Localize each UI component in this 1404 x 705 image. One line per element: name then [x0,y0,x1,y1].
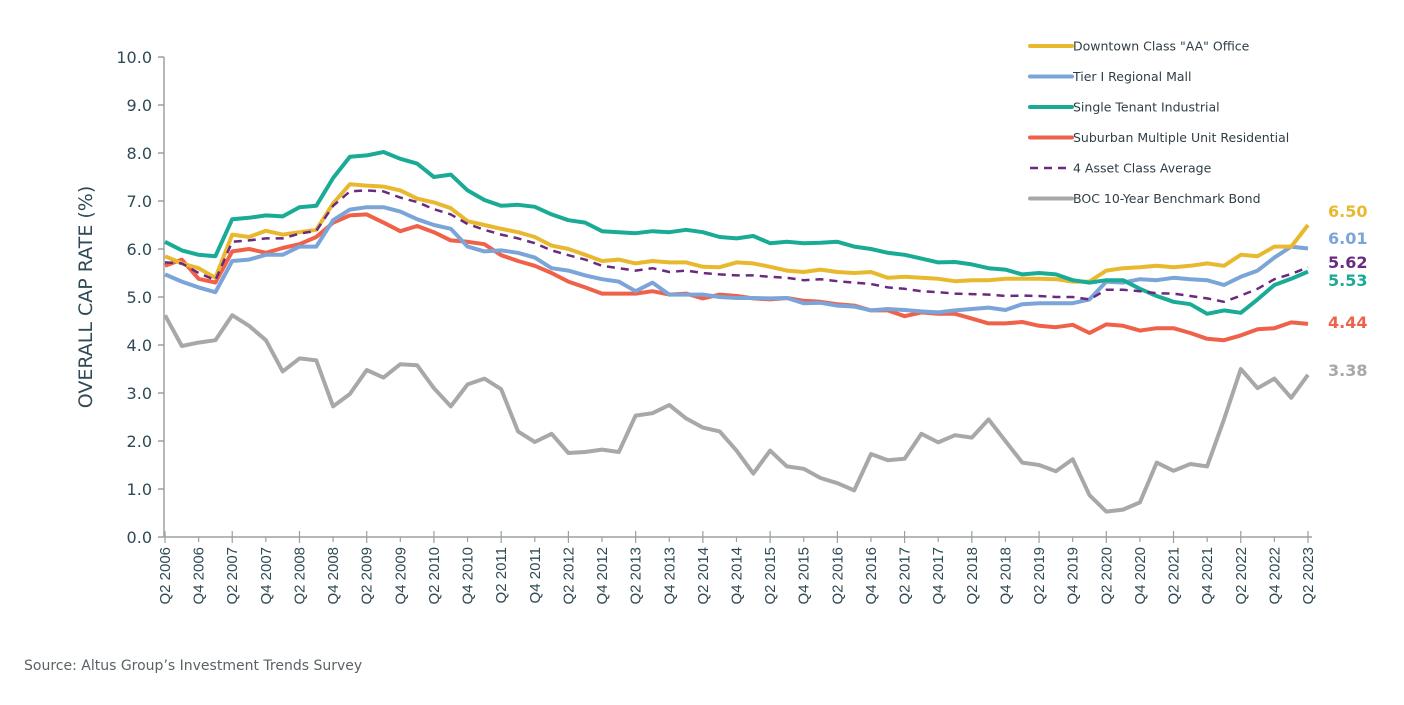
series-line-suburban-multiple-unit-residential [164,212,1309,343]
x-tick-label: Q2 2023 [1300,547,1317,605]
x-tick-label: Q2 2018 [964,547,981,605]
x-tick-label: Q2 2013 [628,547,645,605]
x-tick-label: Q4 2011 [527,547,544,603]
series-line-4-asset-class-average [164,189,1309,304]
end-value-label: 5.53 [1328,271,1367,290]
x-tick-label: Q4 2016 [863,547,880,605]
y-tick-label: 3.0 [127,384,152,403]
legend-item: Downtown Class "AA" Office [1028,39,1250,54]
x-tick-label: Q2 2007 [224,547,241,605]
y-tick-label: 0.0 [127,528,152,547]
x-tick-label: Q4 2010 [460,547,477,605]
x-tick-label: Q2 2008 [291,547,308,605]
x-tick-label: Q4 2013 [661,547,678,605]
end-value-label: 4.44 [1328,313,1367,332]
x-tick-label: Q2 2021 [1166,547,1183,605]
end-value-label: 5.62 [1328,253,1367,272]
x-tick-label: Q4 2017 [930,547,947,605]
x-tick-label: Q4 2018 [997,547,1014,605]
y-tick-label: 2.0 [127,432,152,451]
y-tick-label: 5.0 [127,288,152,307]
x-tick-label: Q4 2014 [729,547,746,605]
legend-label: Tier I Regional Mall [1072,69,1191,84]
legend-label: Suburban Multiple Unit Residential [1073,130,1289,145]
x-tick-label: Q2 2012 [560,547,577,605]
x-tick-label: Q4 2015 [796,547,813,605]
x-tick-label: Q4 2009 [392,547,409,605]
x-tick-label: Q4 2019 [1065,547,1082,605]
legend-item: 4 Asset Class Average [1030,161,1212,176]
legend-item: BOC 10-Year Benchmark Bond [1028,191,1261,206]
y-tick-label: 1.0 [127,480,152,499]
y-tick-label: 4.0 [127,336,152,355]
legend-item: Suburban Multiple Unit Residential [1028,130,1289,145]
x-tick-label: Q2 2016 [829,547,846,605]
legend-label: 4 Asset Class Average [1073,161,1212,176]
x-tick-label: Q2 2015 [762,547,779,605]
legend-label: BOC 10-Year Benchmark Bond [1073,191,1261,206]
y-tick-label: 7.0 [127,192,152,211]
y-axis: 0.0 1.0 2.0 3.0 4.0 5.0 6.0 7.0 8.0 9.0 10.0 [116,48,165,547]
x-tick-label: Q4 2008 [325,547,342,605]
y-tick-label: 9.0 [127,96,152,115]
x-tick-label: Q2 2014 [695,547,712,605]
end-value-labels: 6.50 6.01 5.625.53 4.44 3.38 [1328,202,1367,380]
y-tick-label: 10.0 [116,48,152,67]
x-tick-label: Q4 2022 [1266,547,1283,605]
x-tick-label: Q4 2006 [191,547,208,605]
x-tick-label: Q2 2017 [897,547,914,605]
x-tick-label: Q2 2020 [1098,547,1115,605]
x-tick-label: Q4 2012 [594,547,611,605]
x-tick-label: Q4 2020 [1132,547,1149,605]
legend-label: Single Tenant Industrial [1073,100,1220,115]
y-axis-title: OVERALL CAP RATE (%) [75,186,97,409]
end-value-label: 3.38 [1328,361,1367,380]
x-tick-label: Q2 2009 [359,547,376,605]
x-tick-label: Q2 2022 [1233,547,1250,605]
x-axis: Q2 2006 Q4 2006 Q2 2007 Q4 2007 Q2 2008 Q4 20… [157,531,1317,605]
end-value-label: 6.01 [1328,229,1367,248]
series-line-boc-10-year-benchmark-bond [163,313,1310,514]
y-tick-label: 8.0 [127,144,152,163]
legend: Downtown Class "AA" Office Tier I Regiona… [1028,39,1289,206]
x-tick-label: Q2 2006 [157,547,174,605]
legend-item: Single Tenant Industrial [1028,100,1220,115]
x-tick-label: Q4 2021 [1199,547,1216,605]
x-tick-label: Q2 2011 [493,547,510,603]
series-lines [163,150,1310,514]
series-line-tier-i-regional-mall [164,205,1309,315]
end-value-label: 6.50 [1328,202,1367,221]
legend-label: Downtown Class "AA" Office [1073,39,1250,54]
x-tick-label: Q2 2019 [1031,547,1048,605]
legend-item: Tier I Regional Mall [1028,69,1191,84]
x-tick-label: Q2 2010 [426,547,443,605]
y-tick-label: 6.0 [127,240,152,259]
series-line-downtown-class-aa-office [164,182,1310,284]
x-tick-label: Q4 2007 [258,547,275,605]
series-line-single-tenant-industrial [164,150,1309,316]
source-note: Source: Altus Group’s Investment Trends … [24,658,363,674]
